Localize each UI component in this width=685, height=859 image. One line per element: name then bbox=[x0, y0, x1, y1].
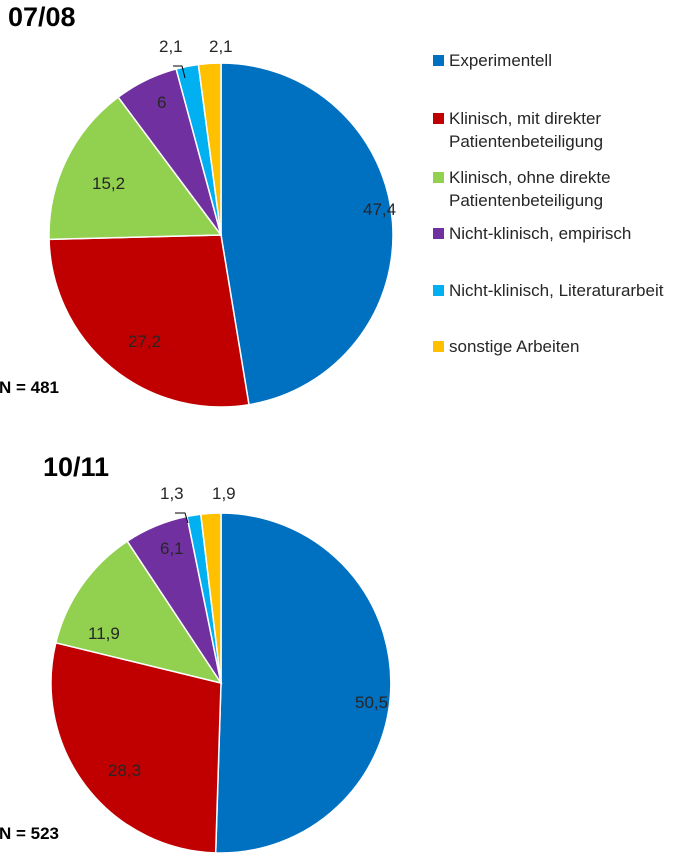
data-label: 6,1 bbox=[160, 539, 184, 558]
legend-label: Klinisch, ohne direkte Patientenbeteiligu… bbox=[449, 168, 611, 210]
legend-label: sonstige Arbeiten bbox=[449, 337, 579, 356]
legend-swatch bbox=[433, 228, 444, 239]
legend-label: Nicht-klinisch, Literaturarbeit bbox=[449, 281, 664, 300]
n-label-1011: N = 523 bbox=[0, 824, 59, 843]
legend-swatch bbox=[433, 341, 444, 352]
legend-label: Nicht-klinisch, empirisch bbox=[449, 224, 631, 243]
data-label: 1,9 bbox=[212, 484, 236, 503]
pie-slice-experimentell bbox=[220, 62, 394, 406]
data-label: 15,2 bbox=[92, 174, 125, 193]
leader-line bbox=[173, 65, 186, 79]
pie-slices-1011 bbox=[50, 512, 392, 854]
legend-swatch bbox=[433, 285, 444, 296]
chart-title-1011: 10/11 bbox=[43, 452, 109, 482]
data-label: 47,4 bbox=[363, 200, 396, 219]
legend-label: Experimentell bbox=[449, 51, 552, 70]
pie-labels-1011: 50,5 28,3 11,9 6,1 1,3 1,9 bbox=[88, 484, 388, 780]
data-label: 2,1 bbox=[159, 37, 183, 56]
legend-swatch bbox=[433, 55, 444, 66]
data-label: 6 bbox=[157, 93, 166, 112]
chart-title-0708: 07/08 bbox=[8, 2, 76, 32]
pie-chart-1011: 10/11 N = 523 50,5 28,3 11,9 6,1 1,3 1,9 bbox=[0, 452, 392, 854]
leader-line bbox=[175, 512, 189, 524]
pie-slice-klinisch-ohne-direkte-patientenbeteiligung bbox=[54, 540, 223, 685]
pie-chart-0708: 07/08 N = 481 47,4 27,2 15,2 6 2,1 2,1 bbox=[0, 2, 396, 408]
data-label: 27,2 bbox=[128, 332, 161, 351]
data-label: 2,1 bbox=[209, 37, 233, 56]
legend-swatch bbox=[433, 113, 444, 124]
data-label: 28,3 bbox=[108, 761, 141, 780]
pie-labels-0708: 47,4 27,2 15,2 6 2,1 2,1 bbox=[92, 37, 396, 351]
pie-slice-sonstige-arbeiten bbox=[197, 62, 222, 236]
data-label: 11,9 bbox=[88, 624, 120, 643]
pie-slices-0708 bbox=[48, 62, 394, 408]
pie-slice-klinisch-ohne-direkte-patientenbeteiligung bbox=[48, 96, 223, 241]
pie-slice-klinisch-mit-direkter-patientenbeteiligung bbox=[48, 234, 250, 408]
n-label-0708: N = 481 bbox=[0, 378, 59, 397]
pie-slice-sonstige-arbeiten bbox=[199, 512, 222, 684]
pie-slice-experimentell bbox=[214, 512, 392, 854]
data-label: 50,5 bbox=[355, 693, 388, 712]
legend: Experimentell Klinisch, mit direkter Patie… bbox=[433, 51, 664, 356]
data-label: 1,3 bbox=[160, 484, 184, 503]
legend-swatch bbox=[433, 172, 444, 183]
pie-slice-klinisch-mit-direkter-patientenbeteiligung bbox=[50, 641, 222, 854]
legend-label: Klinisch, mit direkter Patientenbeteiligu… bbox=[449, 109, 603, 151]
